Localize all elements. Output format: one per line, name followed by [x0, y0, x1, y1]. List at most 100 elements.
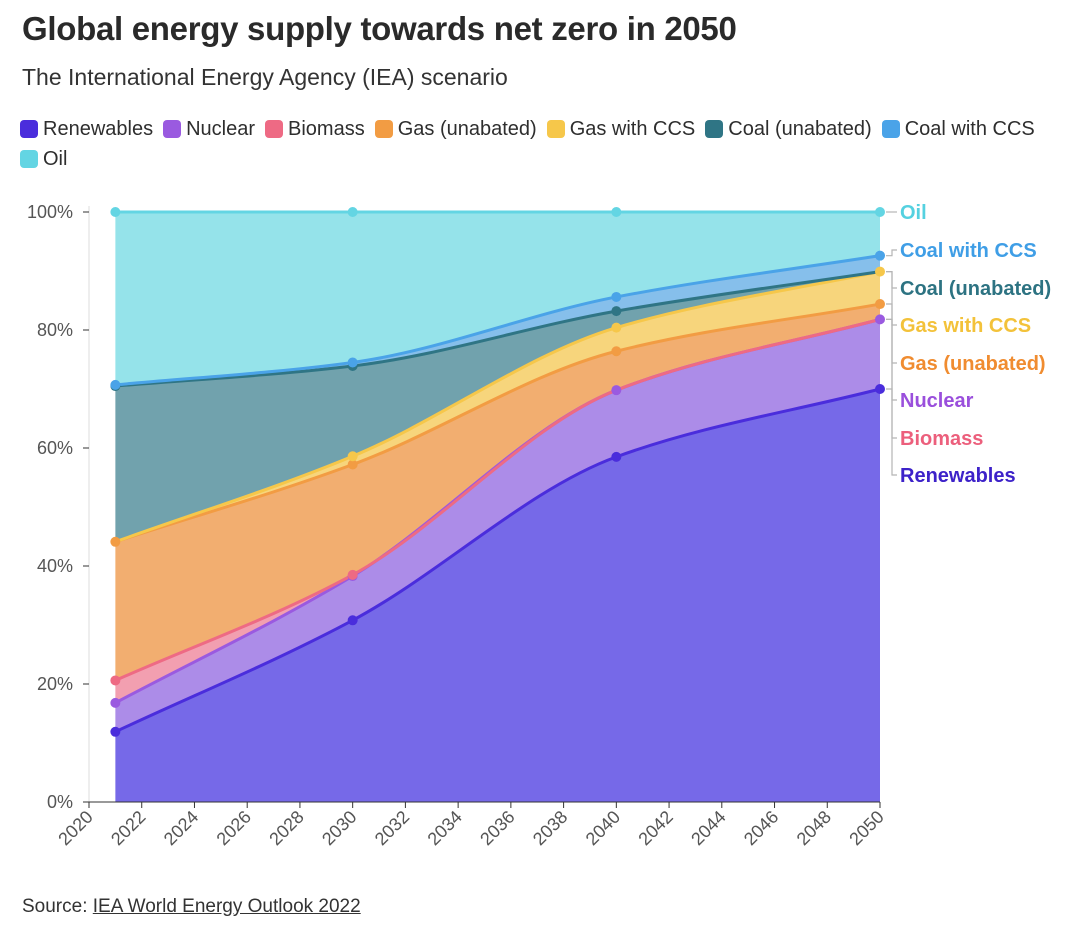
end-label-connector-coal-unabated — [886, 271, 897, 289]
series-lines — [114, 210, 881, 734]
point-nuclear-2040 — [611, 385, 622, 396]
legend-label: Oil — [43, 147, 68, 170]
x-tick-label: 2044 — [687, 807, 729, 849]
x-tick-label: 2032 — [371, 807, 413, 849]
line-gas-unabated — [114, 302, 881, 544]
point-coal-with-ccs-2030 — [347, 357, 358, 368]
legend-item-biomass[interactable]: Biomass — [265, 117, 365, 141]
point-gas-unabated-2040 — [611, 346, 622, 357]
point-gas-unabated-2050 — [875, 299, 885, 310]
x-tick-label: 2036 — [476, 807, 518, 849]
series-points — [110, 207, 885, 737]
legend-label: Renewables — [43, 117, 154, 140]
line-renewables — [114, 387, 881, 734]
end-label-connector-biomass — [886, 318, 897, 439]
line-coal-unabated — [115, 270, 881, 388]
source-link[interactable]: IEA World Energy Outlook 2022 — [92, 896, 361, 917]
point-renewables-2030 — [347, 615, 358, 626]
legend-label: Biomass — [288, 117, 365, 140]
x-tick-label: 2026 — [213, 807, 255, 849]
legend-swatch — [20, 150, 38, 168]
point-gas-with-ccs-2040 — [611, 322, 622, 333]
point-oil-2021 — [110, 207, 121, 217]
point-coal-with-ccs-2021 — [110, 379, 121, 390]
point-gas-with-ccs-2030 — [347, 451, 358, 462]
end-label-connector-gas-unabated — [886, 303, 897, 364]
legend-label: Coal (unabated) — [728, 117, 872, 140]
legend-swatch — [881, 120, 900, 138]
x-tick-label: 2022 — [107, 807, 149, 849]
end-label-nuclear: Nuclear — [900, 390, 974, 412]
end-label-gas-with-ccs: Gas with CCS — [900, 315, 1031, 337]
x-tick-label: 2024 — [160, 807, 202, 849]
x-tick-label: 2034 — [424, 807, 466, 849]
end-label-connector-coal-with-ccs — [886, 249, 897, 257]
x-tick-label: 2048 — [793, 807, 835, 849]
legend-swatch — [20, 120, 38, 138]
legend-item-renewables[interactable]: Renewables — [20, 117, 153, 141]
x-tick-label: 2040 — [582, 807, 624, 849]
y-tick-label: 20% — [37, 674, 73, 694]
end-label-coal-unabated: Coal (unabated) — [900, 278, 1051, 300]
point-biomass-2021 — [110, 675, 121, 686]
end-label-coal-with-ccs: Coal with CCS — [900, 240, 1037, 262]
area-oil — [115, 212, 881, 385]
point-coal-unabated-2040 — [611, 306, 622, 317]
x-tick-label: 2038 — [529, 807, 571, 849]
legend-label: Nuclear — [186, 117, 255, 140]
area-nuclear — [115, 319, 881, 732]
y-tick-label: 40% — [37, 556, 73, 576]
point-renewables-2050 — [875, 384, 885, 394]
point-gas-unabated-2021 — [110, 536, 121, 547]
legend-item-nuclear[interactable]: Nuclear — [163, 117, 255, 141]
y-tick-label: 60% — [37, 438, 73, 458]
legend-label: Gas (unabated) — [397, 117, 537, 140]
legend-swatch — [374, 120, 393, 138]
stacked-area-chart: 0% 20% 40% 60% 80% 100% 2020 2022 2024 2026 2028 20… — [27, 202, 1051, 849]
end-label-oil: Oil — [900, 202, 927, 224]
legend-label: Gas with CCS — [569, 117, 696, 140]
legend: Renewables Nuclear Biomass Gas (unabated) Ga… — [20, 117, 1070, 171]
line-coal-with-ccs — [115, 254, 881, 387]
chart-title: Global energy supply towards net zero in… — [22, 10, 737, 47]
point-oil-2050 — [875, 207, 885, 217]
legend-item-coal-unabated[interactable]: Coal (unabated) — [705, 117, 872, 141]
point-nuclear-2050 — [875, 314, 885, 325]
end-label-gas-unabated: Gas (unabated) — [900, 353, 1046, 375]
point-renewables-2040 — [611, 451, 622, 462]
x-tick-label: 2046 — [740, 807, 782, 849]
y-tick-label: 0% — [47, 792, 73, 812]
end-label-renewables: Renewables — [900, 465, 1016, 487]
legend-item-coal-with-ccs[interactable]: Coal with CCS — [881, 117, 1035, 141]
area-gas-unabated — [115, 304, 881, 681]
legend-item-oil[interactable]: Oil — [20, 147, 67, 171]
point-biomass-2030 — [347, 569, 358, 580]
end-label-biomass: Biomass — [900, 428, 983, 450]
chart-subtitle: The International Energy Agency (IEA) sc… — [22, 64, 508, 90]
x-tick-label: 2050 — [845, 807, 887, 849]
legend-swatch — [546, 120, 565, 138]
y-tick-label: 100% — [27, 202, 73, 222]
end-labels: Renewables Nuclear Biomass Gas (unabated) Ga… — [886, 202, 1051, 487]
point-oil-2030 — [347, 207, 358, 217]
point-gas-unabated-2030 — [347, 459, 358, 470]
legend-label: Coal with CCS — [904, 117, 1035, 140]
x-tick-label: 2030 — [318, 807, 360, 849]
legend-swatch — [163, 120, 182, 138]
point-gas-with-ccs-2050 — [875, 266, 885, 277]
line-biomass — [114, 317, 881, 682]
point-coal-with-ccs-2040 — [611, 291, 622, 302]
area-renewables — [115, 389, 881, 802]
source-label: Source: — [22, 896, 93, 917]
area-layers — [115, 212, 881, 802]
point-renewables-2021 — [110, 726, 121, 737]
legend-item-gas-with-ccs[interactable]: Gas with CCS — [546, 117, 696, 141]
legend-item-gas-unabated[interactable]: Gas (unabated) — [374, 117, 537, 141]
source-note: Source: IEA World Energy Outlook 2022 — [22, 896, 361, 918]
point-nuclear-2021 — [110, 697, 121, 708]
legend-swatch — [705, 120, 724, 138]
legend-swatch — [265, 120, 283, 138]
x-tick-label: 2042 — [634, 807, 676, 849]
point-coal-with-ccs-2050 — [875, 250, 885, 261]
x-tick-label: 2028 — [265, 807, 307, 849]
